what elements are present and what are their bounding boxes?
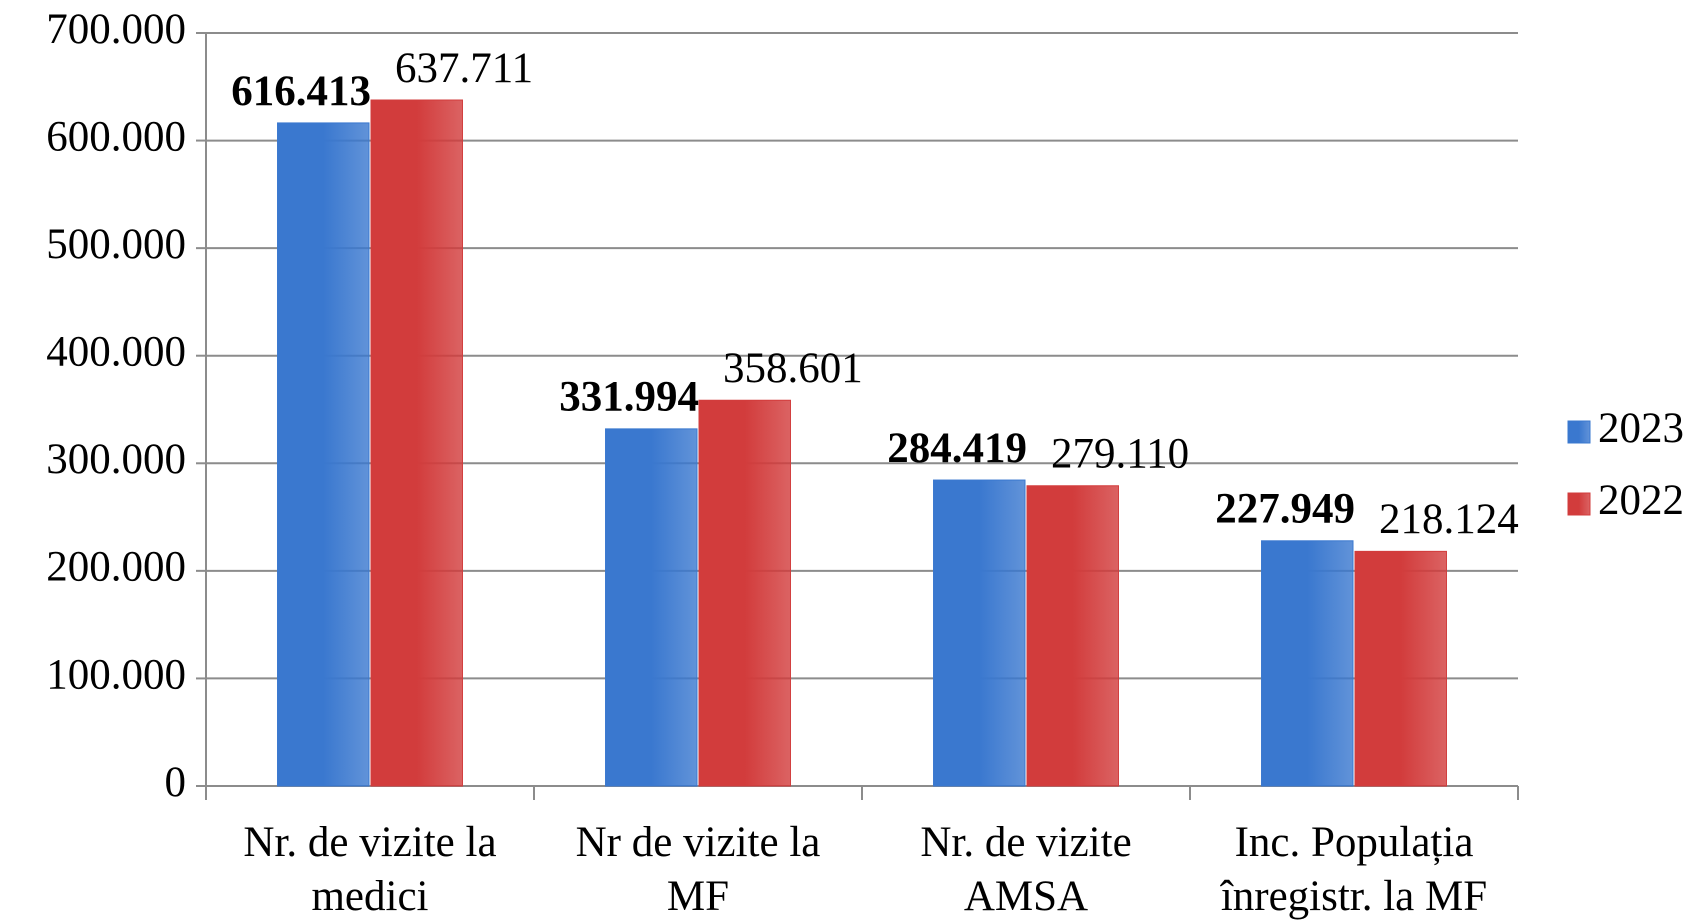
data-label: 637.711 [395, 45, 533, 92]
bar [933, 479, 1026, 787]
legend-swatch [1567, 492, 1591, 516]
x-tick-label: Inc. Populația [1235, 819, 1474, 866]
x-tick-label: Nr. de vizite la [243, 819, 496, 866]
y-tick-label: 400.000 [46, 329, 186, 376]
y-tick-label: 300.000 [46, 436, 186, 483]
y-tick-label: 600.000 [46, 113, 186, 160]
x-tick-label: AMSA [964, 873, 1088, 920]
data-label: 616.413 [231, 68, 371, 115]
bar [698, 399, 791, 787]
data-label: 284.419 [887, 425, 1027, 472]
data-label: 331.994 [559, 374, 699, 421]
bar [277, 122, 370, 787]
data-label: 218.124 [1379, 496, 1519, 543]
y-tick-label: 700.000 [46, 6, 186, 53]
legend-swatch [1567, 420, 1591, 444]
y-tick-label: 500.000 [46, 221, 186, 268]
legend-label: 2023 [1598, 405, 1684, 452]
bar [605, 428, 698, 787]
bar [1026, 485, 1119, 787]
bar [370, 99, 463, 787]
data-label: 227.949 [1215, 486, 1355, 533]
bar [1261, 540, 1354, 787]
data-label: 358.601 [723, 345, 863, 392]
bar [1354, 550, 1447, 787]
x-tick-label: medici [311, 873, 428, 920]
legend-label: 2022 [1598, 477, 1684, 524]
x-tick-label: Nr de vizite la [576, 819, 821, 866]
y-tick-label: 0 [165, 759, 187, 806]
x-tick-label: MF [667, 873, 729, 920]
y-tick-label: 200.000 [46, 544, 186, 591]
data-label: 279.110 [1051, 431, 1189, 478]
x-tick-label: Nr. de vizite [920, 819, 1131, 866]
y-tick-label: 100.000 [46, 651, 186, 698]
x-tick-label: înregistr. la MF [1220, 873, 1487, 920]
